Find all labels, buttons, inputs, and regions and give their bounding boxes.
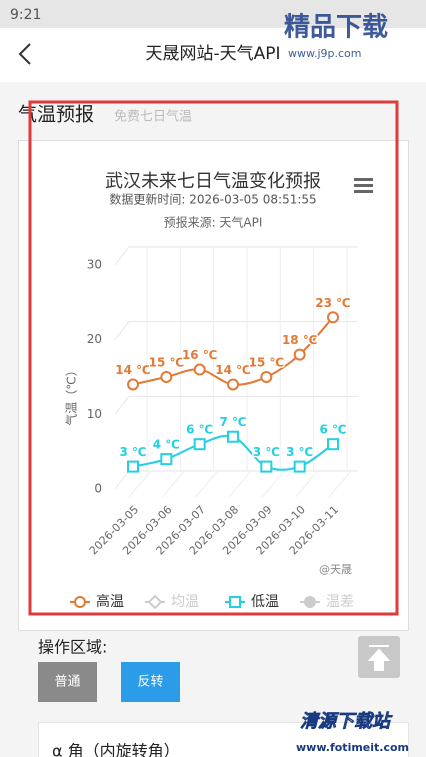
data-label: 16 ℃: [182, 348, 217, 362]
section-title: 气温预报: [18, 104, 94, 126]
menu-bar[interactable]: [354, 178, 373, 181]
header-title: 天晟网站-天气API: [145, 44, 280, 64]
button-label[interactable]: 普通: [54, 675, 80, 690]
point: [327, 438, 339, 451]
point: [227, 378, 239, 391]
grid-line: [114, 395, 358, 415]
legend-label: 均温: [171, 594, 199, 610]
y-axis-label: 气温（℃）: [64, 364, 79, 425]
point: [74, 596, 86, 608]
data-label: 3 ℃: [119, 445, 146, 459]
button-reverse[interactable]: [121, 662, 180, 702]
button-label[interactable]: 反转: [137, 675, 163, 690]
floor-line: [128, 470, 152, 498]
watermark: 清源下载站: [300, 711, 393, 732]
y-tick-label: 20: [87, 332, 102, 346]
data-label: 3 ℃: [286, 445, 313, 459]
legend: 高温 均温 低温 温差: [70, 593, 354, 610]
point: [160, 453, 173, 466]
status-time: 9:21: [10, 7, 41, 23]
point: [327, 311, 339, 324]
section-subtitle: 免费七日气温: [114, 109, 192, 125]
grid-line: [114, 321, 358, 340]
floor-line: [161, 470, 185, 498]
chart-title: 武汉未来七日气温变化预报: [105, 171, 321, 192]
point: [193, 363, 206, 376]
point: [293, 348, 306, 361]
menu-icon[interactable]: [354, 178, 373, 193]
point: [127, 460, 139, 473]
point: [260, 460, 273, 473]
legend-label: 温差: [326, 594, 354, 610]
y-tick-label: 0: [94, 482, 102, 496]
highlight-box: [28, 100, 399, 616]
data-label: 14 ℃: [215, 363, 250, 377]
menu-bar[interactable]: [354, 184, 373, 187]
floor-line: [328, 470, 352, 498]
y-tick-label: 10: [87, 407, 102, 421]
button-normal[interactable]: [38, 662, 97, 702]
point: [229, 596, 241, 608]
data-label: 6 ℃: [319, 423, 346, 437]
header: [0, 28, 426, 82]
scroll-top-icon: [367, 645, 391, 671]
point: [260, 371, 273, 383]
controls-title: 操作区域:: [38, 638, 107, 657]
point: [147, 594, 163, 610]
data-label: 15 ℃: [249, 356, 284, 370]
y-tick-label: 30: [87, 258, 102, 272]
legend-label: 高温: [96, 593, 124, 610]
floor-line: [228, 470, 252, 498]
watermark: www.j9p.com: [288, 47, 362, 60]
data-label: 7 ℃: [219, 415, 246, 429]
point: [227, 430, 239, 443]
field-label: α 角（内旋转角）: [52, 742, 180, 757]
data-label: 14 ℃: [115, 363, 150, 377]
grid-line: [114, 246, 358, 266]
data-label: 4 ℃: [153, 438, 180, 452]
data-label: 23 ℃: [315, 296, 350, 310]
data-label: 3 ℃: [253, 445, 280, 459]
watermark: 精品下载: [284, 13, 388, 43]
back-button[interactable]: [18, 43, 31, 65]
data-label: 15 ℃: [149, 356, 184, 370]
chart-source: 预报来源: 天气API: [164, 215, 263, 230]
chart-subtitle: 数据更新时间: 2026-03-05 08:51:55: [109, 192, 316, 207]
data-label: 18 ℃: [282, 333, 317, 347]
watermark: www.fotimeit.com: [296, 741, 409, 754]
floor-line: [261, 470, 285, 498]
field-card: [38, 722, 409, 757]
menu-bar[interactable]: [354, 190, 373, 193]
point: [304, 596, 316, 608]
point: [127, 378, 139, 391]
floor-line: [295, 470, 319, 498]
status-bar: [0, 0, 426, 28]
data-label: 6 ℃: [186, 423, 213, 437]
chart-credit: @天晟: [319, 563, 352, 576]
point: [193, 438, 206, 451]
point: [160, 371, 173, 383]
floor-line: [195, 470, 219, 498]
legend-label: 低温: [251, 594, 279, 610]
point: [293, 460, 306, 473]
